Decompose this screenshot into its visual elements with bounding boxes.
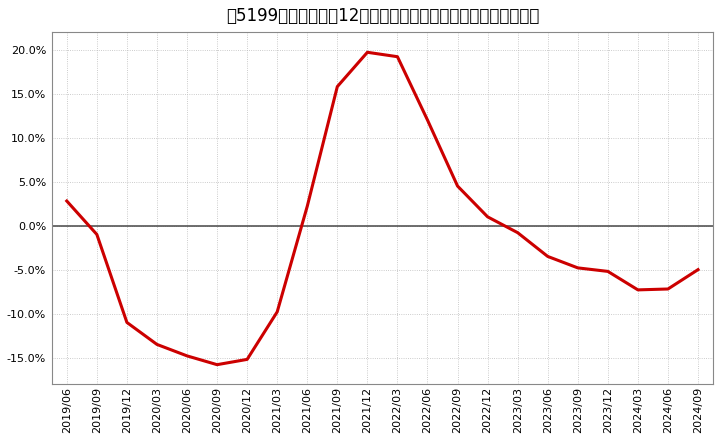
Title: ［5199］　売上高の12か月移動合計の対前年同期増減率の推移: ［5199］ 売上高の12か月移動合計の対前年同期増減率の推移 [225, 7, 539, 25]
